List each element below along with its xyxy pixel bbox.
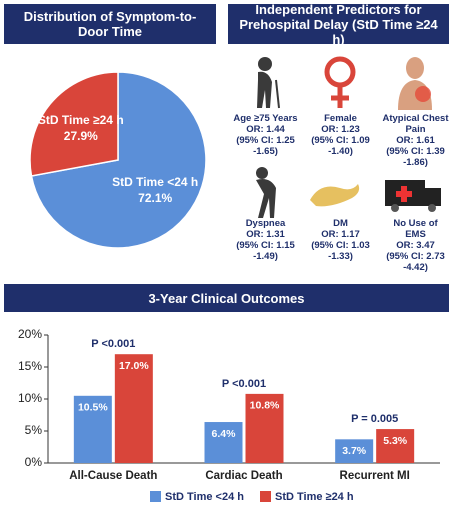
legend-swatch <box>150 491 161 502</box>
icon-ambulance <box>385 180 441 212</box>
bar-value-label: 10.5% <box>78 402 108 414</box>
pie-title: Distribution of Symptom-to-Door Time <box>4 4 216 44</box>
predictor-ci: (95% CI: 1.03 -1.33) <box>311 240 370 262</box>
predictor-ci: (95% CI: 2.73 -4.42) <box>386 251 445 273</box>
bar <box>73 395 112 463</box>
y-tick-label: 5% <box>25 423 43 437</box>
bar-value-label: 10.8% <box>250 400 280 412</box>
predictor-label: Female <box>324 113 357 124</box>
icon-elderly <box>257 57 280 109</box>
predictor: No Use of EMS OR: 3.47 (95% CI: 2.73 -4.42… <box>378 218 453 273</box>
predictor-or: OR: 1.17 <box>321 229 360 240</box>
p-value: P = 0.005 <box>351 413 398 425</box>
predictor-ci: (95% CI: 1.25 -1.65) <box>236 135 295 157</box>
x-tick-label: Recurrent MI <box>340 470 410 482</box>
pie-slice <box>29 71 119 177</box>
icon-pancreas <box>310 184 360 207</box>
bar <box>204 422 243 463</box>
bar <box>114 354 153 463</box>
predictor-ci: (95% CI: 1.15 -1.49) <box>236 240 295 262</box>
bar <box>245 393 284 463</box>
predictor-label: No Use of EMS <box>393 218 438 240</box>
bar <box>376 429 415 463</box>
icon-chest-pain <box>398 57 432 110</box>
bar-value-label: 3.7% <box>342 445 367 457</box>
predictor-or: OR: 1.23 <box>321 124 360 135</box>
predictor-or: OR: 1.44 <box>246 124 285 135</box>
predictor-label: Dyspnea <box>245 218 286 229</box>
p-value: P <0.001 <box>222 378 266 390</box>
predictor: Age ≥75 Years OR: 1.44 (95% CI: 1.25 -1.65… <box>228 113 303 157</box>
predictor: DM OR: 1.17 (95% CI: 1.03 -1.33) <box>303 218 378 262</box>
legend-label: StD Time ≥24 h <box>275 491 354 503</box>
p-value: P <0.001 <box>91 338 135 350</box>
pie-value-label: 27.9% <box>64 129 98 143</box>
bar-title: 3-Year Clinical Outcomes <box>4 284 449 312</box>
bar-value-label: 6.4% <box>212 428 237 440</box>
legend-label: StD Time <24 h <box>165 491 244 503</box>
pie-label: StD Time ≥24 h <box>38 113 124 127</box>
x-tick-label: All-Cause Death <box>69 470 157 482</box>
predictor-label: Atypical Chest Pain <box>382 113 449 135</box>
predictor: Dyspnea OR: 1.31 (95% CI: 1.15 -1.49) <box>228 218 303 262</box>
predictor-or: OR: 1.31 <box>246 229 285 240</box>
predictor-label: Age ≥75 Years <box>233 113 298 124</box>
icon-female <box>324 56 356 108</box>
y-tick-label: 20% <box>18 327 42 341</box>
y-tick-label: 10% <box>18 391 42 405</box>
predictor: Atypical Chest Pain OR: 1.61 (95% CI: 1.39… <box>378 113 453 168</box>
pie-label: StD Time <24 h <box>112 175 198 189</box>
pie-value-label: 72.1% <box>138 191 172 205</box>
predictor-or: OR: 1.61 <box>396 135 435 146</box>
bar-value-label: 5.3% <box>383 435 408 447</box>
predictor-or: OR: 3.47 <box>396 240 435 251</box>
predictors-title: Independent Predictors for Prehospital D… <box>228 2 449 47</box>
predictor-label: DM <box>333 218 348 229</box>
y-tick-label: 0% <box>25 455 43 469</box>
predictor: Female OR: 1.23 (95% CI: 1.09 -1.40) <box>303 113 378 157</box>
predictor-ci: (95% CI: 1.09 -1.40) <box>311 135 370 157</box>
bar-value-label: 17.0% <box>119 360 149 372</box>
x-tick-label: Cardiac Death <box>205 470 282 482</box>
legend-swatch <box>260 491 271 502</box>
bar <box>335 439 374 463</box>
icon-dyspnea <box>256 167 276 218</box>
y-tick-label: 15% <box>18 359 42 373</box>
predictor-ci: (95% CI: 1.39 -1.86) <box>386 146 445 168</box>
